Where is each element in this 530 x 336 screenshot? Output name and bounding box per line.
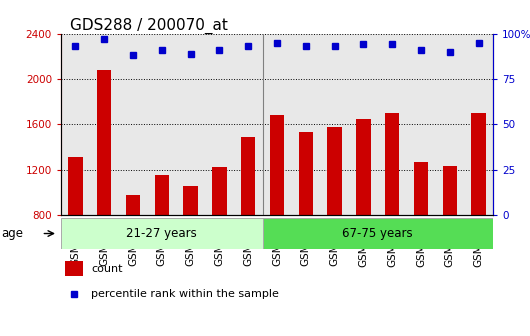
Text: age: age [1,227,23,240]
Bar [65,261,83,276]
Bar [126,195,140,306]
Bar [97,70,111,306]
Bar [212,167,226,306]
Bar [183,185,198,306]
Text: count: count [91,264,122,274]
Bar [155,175,169,306]
Bar [241,137,255,306]
Bar [356,119,370,306]
Text: GDS288 / 200070_at: GDS288 / 200070_at [69,17,227,34]
Bar [262,218,493,249]
Bar [328,127,342,306]
Bar [443,166,457,306]
Bar [270,115,284,306]
Bar [414,162,428,306]
Text: percentile rank within the sample: percentile rank within the sample [91,289,279,299]
Bar [298,132,313,306]
Text: 21-27 years: 21-27 years [126,227,197,240]
Bar [61,218,262,249]
Text: 67-75 years: 67-75 years [342,227,413,240]
Bar [385,113,399,306]
Bar [68,157,83,306]
Bar [471,113,485,306]
